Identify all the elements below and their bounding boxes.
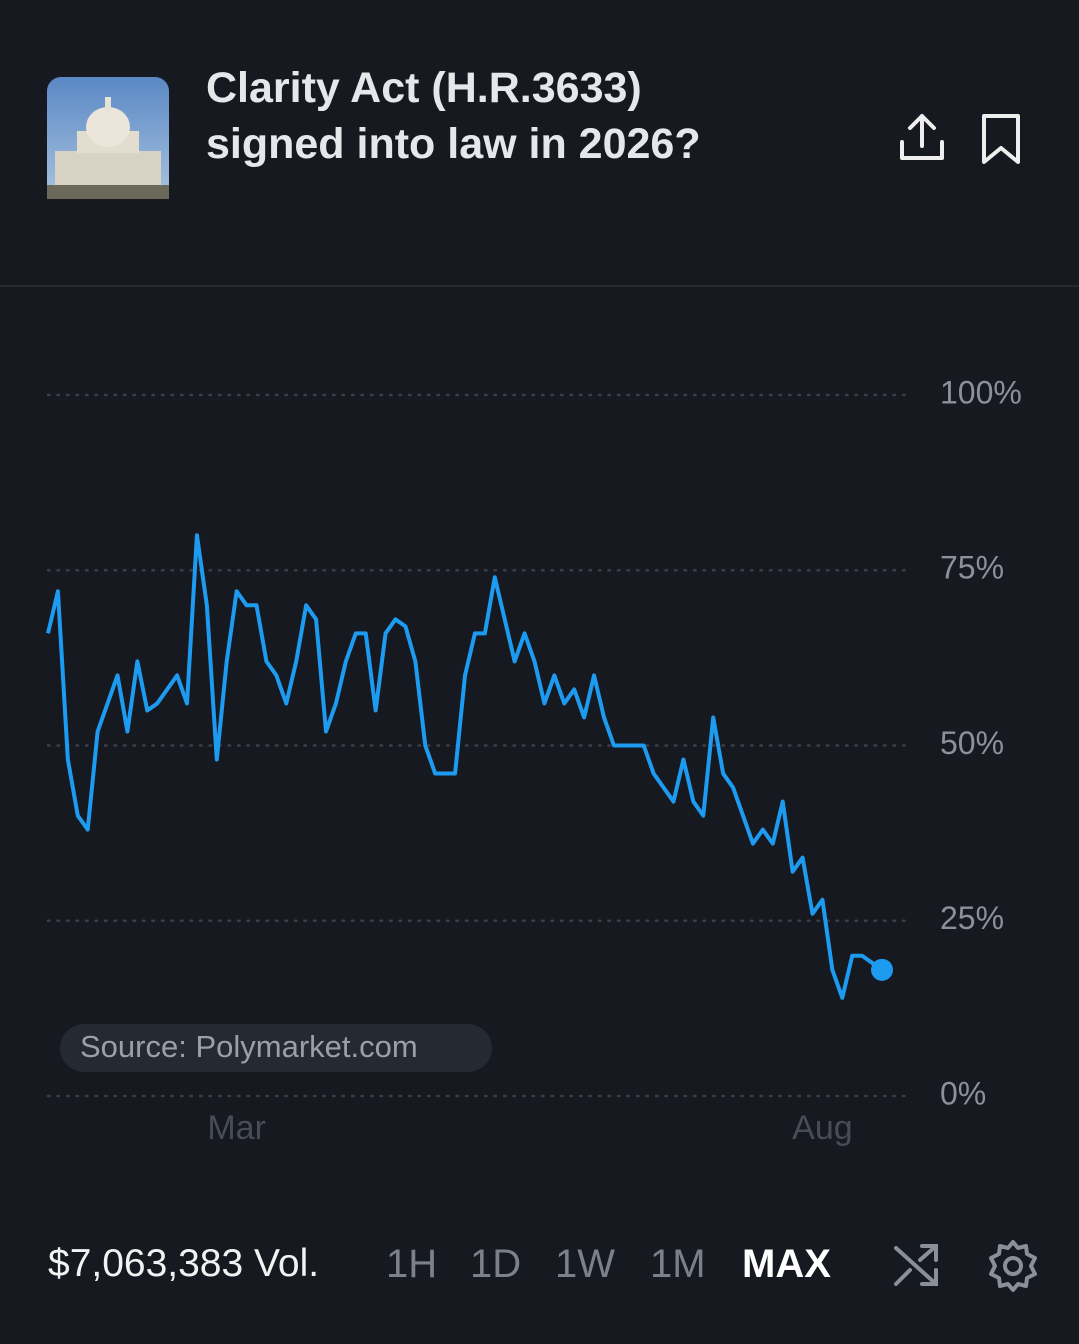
market-image [47, 77, 169, 199]
price-line [46, 533, 884, 1000]
y-tick-label: 0% [940, 1075, 986, 1111]
x-tick-label: Aug [792, 1109, 853, 1147]
y-tick-label: 100% [940, 374, 1022, 410]
bookmark-button[interactable] [971, 108, 1031, 168]
last-point [871, 958, 893, 981]
y-tick-label: 25% [940, 900, 1004, 936]
divider [0, 285, 1079, 287]
y-tick-label: 50% [940, 725, 1004, 761]
volume: $7,063,383 Vol. [48, 1242, 320, 1285]
shuffle-button[interactable] [886, 1236, 946, 1296]
share-button[interactable] [892, 108, 952, 168]
settings-button[interactable] [983, 1236, 1043, 1296]
source-pill [60, 1024, 492, 1072]
range-button[interactable]: 1W [555, 1242, 615, 1286]
range-button[interactable]: 1D [470, 1242, 522, 1286]
y-tick-label: 75% [940, 550, 1004, 586]
range-button[interactable]: 1H [386, 1242, 438, 1286]
market-title: Clarity Act (H.R.3633) signed into law i… [206, 64, 701, 168]
range-button[interactable]: MAX [742, 1242, 831, 1286]
x-tick-label: Mar [207, 1109, 266, 1147]
chart: Source: Polymarket.com 0% 25% 50% 75% 100% Ma… [46, 374, 1022, 1147]
source-label: Source: Polymarket.com [80, 1029, 418, 1064]
range-button[interactable]: 1M [650, 1242, 706, 1286]
